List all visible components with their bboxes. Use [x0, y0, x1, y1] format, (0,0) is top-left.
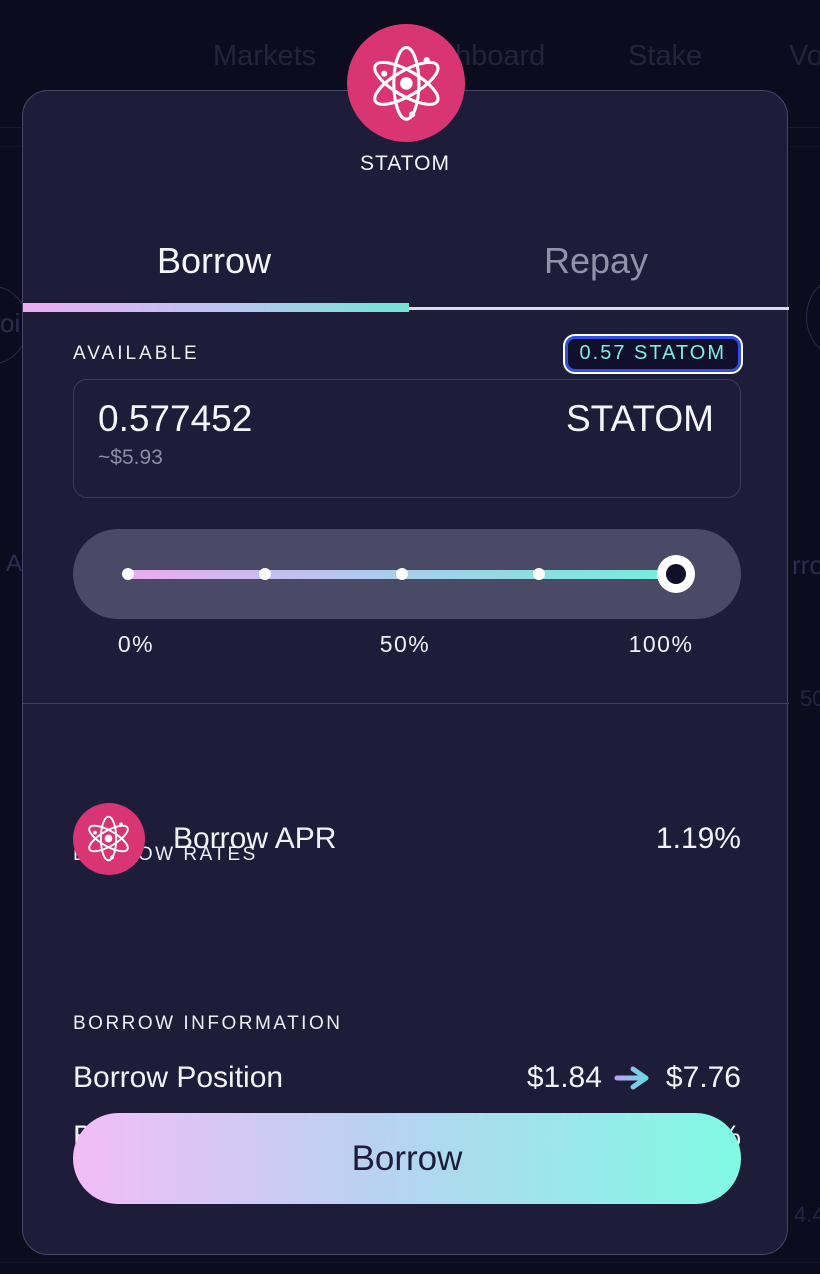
slider-step-dot-25[interactable]: [259, 568, 271, 580]
tab-active-indicator: [23, 303, 409, 312]
borrow-information-heading: BORROW INFORMATION: [73, 1013, 343, 1034]
bg-fragment-borrow: rro: [792, 550, 820, 580]
borrow-apr-label: Borrow APR: [173, 822, 337, 855]
bg-fragment-number: 50: [800, 686, 820, 711]
bg-circle-outline: [806, 272, 820, 362]
arrow-right-icon: [614, 1066, 649, 1090]
slider-labels: 0% 50% 100%: [73, 631, 741, 657]
bg-fragment-asset: A: [6, 550, 23, 577]
amount-input[interactable]: 0.577452: [98, 398, 253, 439]
tab-inactive-indicator: [409, 307, 789, 310]
slider-step-dot-75[interactable]: [533, 568, 545, 580]
bg-fragment-number: 4.4: [794, 1202, 820, 1227]
borrow-position-label: Borrow Position: [73, 1061, 284, 1094]
cosmos-atom-icon: [347, 24, 465, 142]
borrow-apr-value: 1.19%: [655, 822, 741, 855]
tab-borrow[interactable]: Borrow: [156, 240, 272, 281]
slider-thumb-center: [666, 564, 686, 584]
borrow-submit-button[interactable]: Borrow: [73, 1113, 741, 1204]
section-divider: [23, 703, 789, 704]
amount-input-card: 0.577452 STATOM ~$5.93: [73, 379, 741, 498]
available-row: AVAILABLE 0.57 STATOM: [73, 336, 741, 372]
bg-divider-line: [0, 1262, 820, 1263]
slider-thumb[interactable]: [657, 555, 695, 593]
borrow-modal: STATOM Borrow Repay AVAILABLE 0.57 STATO…: [22, 90, 789, 1255]
nav-item-markets[interactable]: Markets: [213, 40, 317, 72]
token-symbol-title: STATOM: [360, 152, 450, 175]
cosmos-atom-icon: [73, 803, 145, 875]
usd-estimate: ~$5.93: [98, 446, 163, 469]
tab-repay[interactable]: Repay: [543, 240, 649, 281]
max-available-button[interactable]: 0.57 STATOM: [564, 336, 741, 372]
borrow-apr-row: Borrow APR 1.19%: [73, 803, 741, 875]
available-label: AVAILABLE: [73, 343, 200, 364]
slider-label-0: 0%: [117, 631, 155, 657]
slider-step-dot-0[interactable]: [122, 568, 134, 580]
slider-step-dot-50[interactable]: [396, 568, 408, 580]
tab-indicator-track: [23, 303, 789, 312]
borrow-position-row: Borrow Position $1.84 $7.76: [73, 1058, 741, 1098]
percent-slider[interactable]: [73, 529, 741, 619]
nav-item-vote[interactable]: Vo: [789, 40, 820, 72]
slider-track[interactable]: [122, 555, 695, 593]
borrow-position-from: $1.84: [526, 1061, 602, 1094]
slider-label-100: 100%: [628, 631, 694, 657]
slider-label-50: 50%: [379, 631, 431, 657]
nav-item-dashboard[interactable]: hboard: [455, 40, 546, 72]
nav-item-stake[interactable]: Stake: [628, 40, 703, 72]
borrow-position-to: $7.76: [665, 1061, 741, 1094]
amount-token-symbol: STATOM: [566, 398, 714, 439]
tab-bar: Borrow Repay: [23, 226, 787, 296]
